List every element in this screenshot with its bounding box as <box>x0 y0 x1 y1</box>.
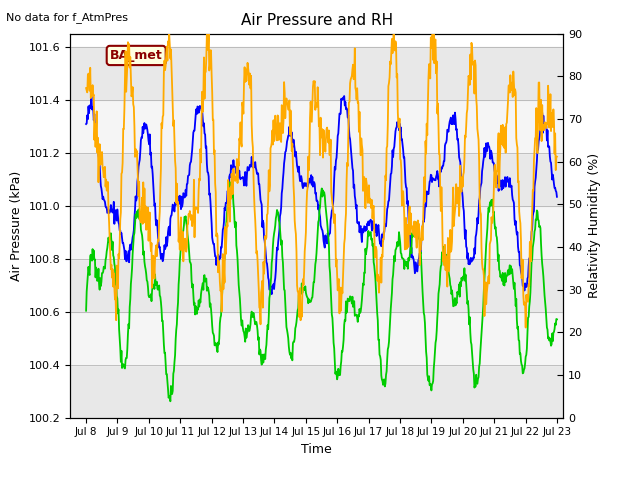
Text: No data for f_AtmPres: No data for f_AtmPres <box>6 12 129 23</box>
Y-axis label: Relativity Humidity (%): Relativity Humidity (%) <box>588 153 601 298</box>
Title: Air Pressure and RH: Air Pressure and RH <box>241 13 393 28</box>
Bar <box>70 365 563 418</box>
Bar <box>70 47 563 100</box>
Y-axis label: Air Pressure (kPa): Air Pressure (kPa) <box>10 170 24 281</box>
Bar <box>70 259 563 312</box>
Bar <box>70 312 563 365</box>
Text: BA_met: BA_met <box>110 49 163 62</box>
Bar <box>70 100 563 153</box>
Bar <box>70 153 563 206</box>
X-axis label: Time: Time <box>301 443 332 456</box>
Bar <box>70 206 563 259</box>
